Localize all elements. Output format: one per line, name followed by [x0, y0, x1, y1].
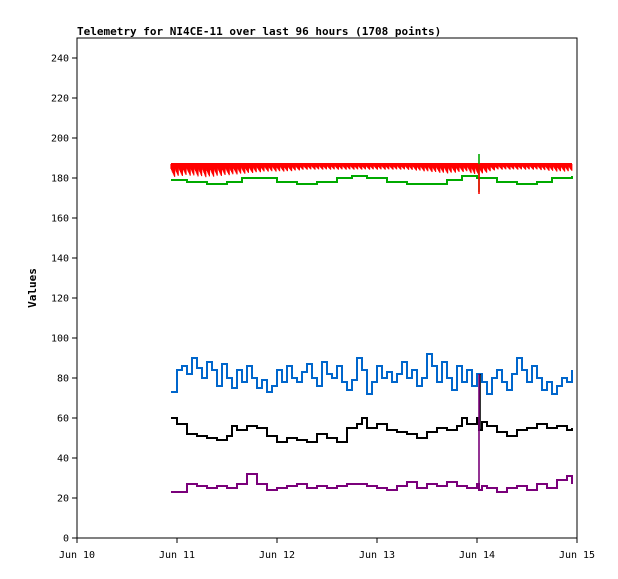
y-tick-label: 20 [57, 494, 69, 505]
series-line [171, 417, 573, 443]
y-tick-label: 80 [57, 374, 69, 385]
x-tick-label: Jun 11 [159, 550, 195, 561]
x-tick-label: Jun 10 [59, 550, 95, 561]
x-tick-label: Jun 14 [459, 550, 495, 561]
x-tick-label: Jun 12 [259, 550, 295, 561]
y-tick-label: 240 [51, 54, 69, 65]
y-tick-label: 100 [51, 334, 69, 345]
y-tick-label: 220 [51, 94, 69, 105]
y-tick-label: 140 [51, 254, 69, 265]
x-axis: Jun 10 Jun 11 Jun 12 Jun 13 Jun 14 Jun 15 [59, 538, 595, 561]
y-tick-label: 160 [51, 214, 69, 225]
spike-layer [478, 154, 481, 490]
y-axis: 0 20 40 60 80 100 120 140 160 180 200 220 240 [51, 54, 77, 545]
y-tick-label: 0 [63, 534, 69, 545]
series-line [171, 473, 573, 493]
y-tick-label: 180 [51, 174, 69, 185]
y-axis-label: Values [26, 268, 39, 308]
y-tick-label: 40 [57, 454, 69, 465]
x-tick-label: Jun 13 [359, 550, 395, 561]
x-tick-label: Jun 15 [559, 550, 595, 561]
plot-frame [76, 37, 578, 539]
y-tick-label: 120 [51, 294, 69, 305]
y-tick-label: 60 [57, 414, 69, 425]
series-band [170, 163, 573, 178]
series-line [171, 353, 573, 395]
series-layer [170, 163, 573, 493]
y-tick-label: 200 [51, 134, 69, 145]
series-line [171, 175, 573, 185]
chart-title: Telemetry for NI4CE-11 over last 96 hour… [77, 25, 441, 38]
